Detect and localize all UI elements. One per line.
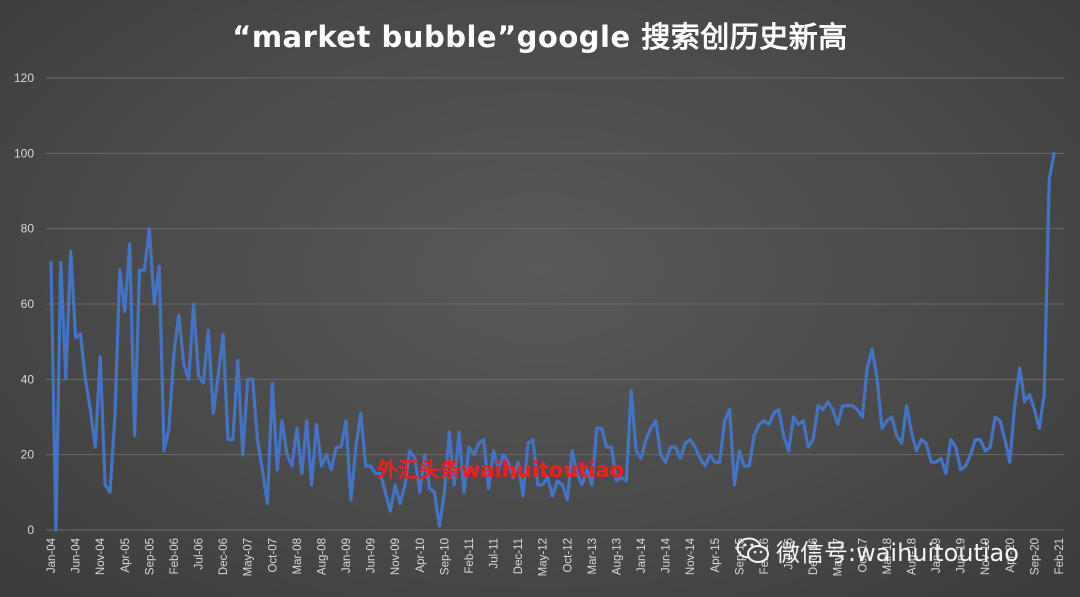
y-tick-label: 60 [21, 297, 35, 311]
x-tick-label: Mar-13 [587, 538, 599, 574]
x-tick-label: Dec-06 [218, 538, 230, 575]
x-tick-label: Mar-08 [292, 538, 304, 574]
y-tick-label: 40 [21, 372, 35, 386]
x-tick-label: Feb-11 [464, 538, 476, 574]
x-tick-label: Jul-16 [784, 538, 796, 569]
y-tick-label: 80 [21, 222, 35, 236]
x-tick-label: May-12 [538, 538, 550, 576]
x-tick-label: Nov-19 [980, 538, 992, 575]
x-tick-label: Nov-09 [390, 538, 402, 575]
x-tick-label: Jan-09 [341, 538, 353, 573]
y-axis-tick-labels: 0 20 40 60 80 100 120 [14, 71, 34, 537]
series-line-0 [49, 151, 1056, 532]
x-tick-label: Aug-08 [316, 538, 328, 575]
x-tick-label: Dec-11 [513, 538, 525, 574]
x-tick-label: Jan-04 [46, 537, 58, 573]
series-lines [49, 151, 1056, 532]
wechat-id-text: 微信号:waihuitoutiao [776, 539, 1019, 567]
x-tick-label: Apr-15 [710, 538, 722, 573]
x-tick-label: Jun-14 [661, 537, 673, 573]
x-tick-label: Sep-20 [1029, 538, 1041, 575]
x-tick-label: Apr-10 [415, 538, 427, 573]
x-tick-label: Apr-20 [1005, 538, 1017, 573]
x-tick-label: Nov-04 [95, 537, 107, 575]
x-tick-label: Nov-14 [685, 537, 697, 575]
x-tick-label: Jul-11 [489, 538, 501, 568]
x-tick-label: Jul-06 [194, 538, 206, 569]
wechat-icon [736, 537, 769, 563]
x-tick-label: Sep-05 [144, 538, 156, 575]
x-tick-label: Oct-17 [857, 538, 869, 573]
chart-title: “market bubble”google 搜索创历史新高 [232, 20, 848, 54]
x-tick-label: Mar-18 [882, 538, 894, 574]
wechat-watermark: 微信号:waihuitoutiao [736, 533, 1019, 568]
x-axis-tick-labels: Jan-04 Jun-04 Nov-04 Apr-05 Sep-05 Feb-06 Jul-… [46, 537, 1066, 576]
x-tick-label: Jun-09 [366, 538, 378, 573]
x-tick-label: Jun-04 [71, 537, 83, 573]
y-tick-label: 20 [21, 448, 35, 462]
x-tick-label: Aug-13 [611, 538, 623, 575]
x-tick-label: Feb-06 [169, 538, 181, 574]
x-tick-label: Jun-19 [956, 538, 968, 573]
x-tick-label: May-07 [243, 538, 255, 576]
x-tick-label: Dec-16 [808, 538, 820, 575]
y-tick-label: 0 [27, 523, 34, 537]
x-tick-label: May-17 [833, 538, 845, 576]
watermark-red: 外汇头条waihuitoutiao [377, 458, 624, 482]
x-tick-label: Jan-14 [636, 537, 648, 573]
x-tick-label: Oct-12 [562, 538, 574, 573]
y-tick-label: 120 [14, 71, 34, 85]
x-tick-label: Jan-19 [931, 538, 943, 573]
x-tick-label: Oct-07 [267, 538, 279, 573]
gridlines [46, 77, 1064, 531]
y-tick-label: 100 [14, 146, 34, 160]
x-tick-label: Feb-21 [1054, 538, 1066, 574]
x-tick-label: Aug-18 [906, 538, 918, 575]
x-tick-label: Apr-05 [120, 538, 132, 573]
x-tick-label: Sep-10 [439, 538, 451, 575]
